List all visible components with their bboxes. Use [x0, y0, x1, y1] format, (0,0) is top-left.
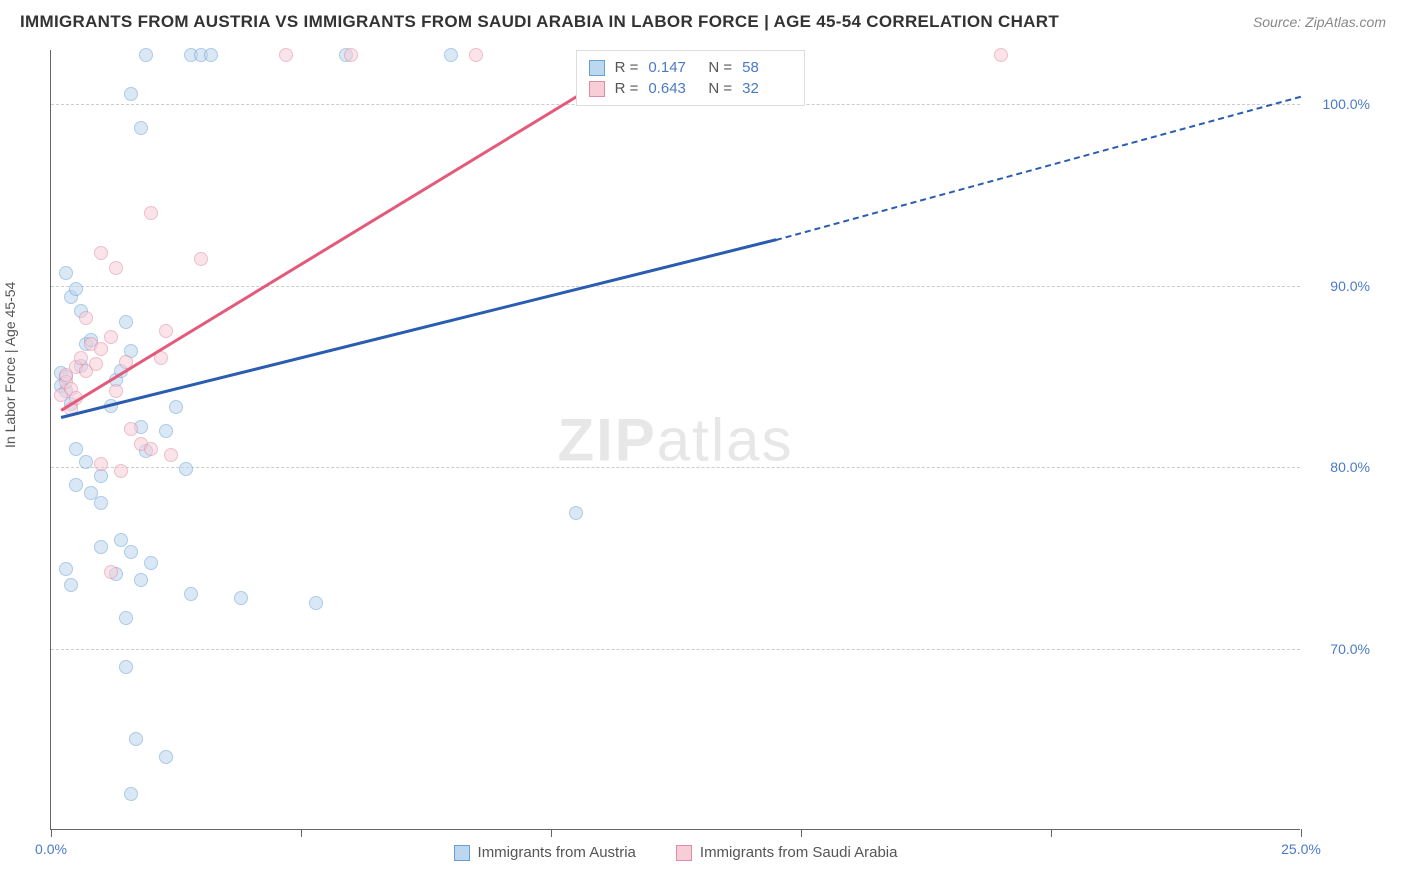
x-tick-mark	[51, 829, 52, 837]
scatter-point-austria	[124, 545, 138, 559]
scatter-point-austria	[134, 573, 148, 587]
bottom-legend: Immigrants from Austria Immigrants from S…	[454, 844, 898, 861]
chart-title: IMMIGRANTS FROM AUSTRIA VS IMMIGRANTS FR…	[20, 12, 1059, 32]
bottom-legend-item: Immigrants from Austria	[454, 844, 636, 861]
scatter-point-saudi	[994, 48, 1008, 62]
y-tick-label: 90.0%	[1330, 278, 1370, 294]
legend-row: R = 0.643 N = 32	[589, 78, 793, 99]
scatter-point-saudi	[344, 48, 358, 62]
scatter-point-saudi	[194, 252, 208, 266]
legend-swatch	[589, 81, 605, 97]
scatter-point-saudi	[94, 342, 108, 356]
scatter-point-austria	[59, 562, 73, 576]
legend-swatch	[589, 60, 605, 76]
scatter-point-austria	[169, 400, 183, 414]
x-tick-mark	[1051, 829, 1052, 837]
x-tick-mark	[551, 829, 552, 837]
x-tick-label: 0.0%	[35, 841, 67, 857]
legend-n-value: 58	[742, 59, 792, 76]
scatter-point-saudi	[94, 246, 108, 260]
scatter-point-austria	[94, 496, 108, 510]
scatter-point-saudi	[79, 311, 93, 325]
scatter-point-austria	[124, 787, 138, 801]
scatter-point-austria	[119, 660, 133, 674]
scatter-point-saudi	[159, 324, 173, 338]
legend-swatch	[454, 845, 470, 861]
x-tick-label: 25.0%	[1281, 841, 1321, 857]
scatter-point-saudi	[164, 448, 178, 462]
source-attribution: Source: ZipAtlas.com	[1253, 14, 1386, 30]
scatter-point-austria	[94, 540, 108, 554]
y-tick-label: 70.0%	[1330, 641, 1370, 657]
scatter-point-saudi	[144, 442, 158, 456]
scatter-point-saudi	[94, 457, 108, 471]
scatter-point-austria	[444, 48, 458, 62]
y-axis-label: In Labor Force | Age 45-54	[2, 282, 18, 448]
legend-n-label: N =	[708, 59, 732, 76]
scatter-point-austria	[114, 533, 128, 547]
scatter-point-austria	[64, 578, 78, 592]
legend-r-label: R =	[615, 80, 639, 97]
legend-n-label: N =	[708, 80, 732, 97]
scatter-point-austria	[69, 442, 83, 456]
legend-r-value: 0.643	[648, 80, 698, 97]
scatter-point-saudi	[114, 464, 128, 478]
scatter-point-saudi	[104, 565, 118, 579]
scatter-point-austria	[569, 506, 583, 520]
bottom-legend-item: Immigrants from Saudi Arabia	[676, 844, 898, 861]
scatter-point-saudi	[89, 357, 103, 371]
scatter-point-saudi	[109, 261, 123, 275]
scatter-point-austria	[134, 121, 148, 135]
scatter-point-austria	[139, 48, 153, 62]
header: IMMIGRANTS FROM AUSTRIA VS IMMIGRANTS FR…	[0, 0, 1406, 40]
scatter-point-saudi	[109, 384, 123, 398]
scatter-point-austria	[179, 462, 193, 476]
gridline	[51, 286, 1300, 287]
bottom-legend-label: Immigrants from Saudi Arabia	[700, 844, 898, 861]
scatter-point-saudi	[469, 48, 483, 62]
scatter-point-austria	[234, 591, 248, 605]
scatter-point-austria	[159, 750, 173, 764]
legend-r-value: 0.147	[648, 59, 698, 76]
scatter-point-austria	[79, 455, 93, 469]
scatter-point-austria	[69, 478, 83, 492]
scatter-point-saudi	[104, 330, 118, 344]
gridline	[51, 649, 1300, 650]
scatter-point-austria	[59, 266, 73, 280]
scatter-point-austria	[159, 424, 173, 438]
y-tick-label: 80.0%	[1330, 459, 1370, 475]
scatter-point-austria	[119, 315, 133, 329]
scatter-point-austria	[94, 469, 108, 483]
bottom-legend-label: Immigrants from Austria	[478, 844, 636, 861]
scatter-point-saudi	[124, 422, 138, 436]
x-tick-mark	[801, 829, 802, 837]
scatter-point-austria	[144, 556, 158, 570]
gridline	[51, 467, 1300, 468]
scatter-point-austria	[124, 87, 138, 101]
correlation-legend: R = 0.147 N = 58 R = 0.643 N = 32	[576, 50, 806, 106]
scatter-point-austria	[69, 282, 83, 296]
scatter-point-saudi	[279, 48, 293, 62]
scatter-point-austria	[204, 48, 218, 62]
scatter-point-austria	[309, 596, 323, 610]
y-tick-label: 100.0%	[1323, 96, 1370, 112]
scatter-point-austria	[129, 732, 143, 746]
scatter-point-saudi	[144, 206, 158, 220]
scatter-chart: ZIPatlas 70.0%80.0%90.0%100.0%0.0%25.0%R…	[50, 50, 1300, 830]
x-tick-mark	[301, 829, 302, 837]
scatter-point-austria	[184, 587, 198, 601]
watermark: ZIPatlas	[557, 405, 793, 474]
legend-row: R = 0.147 N = 58	[589, 57, 793, 78]
scatter-point-austria	[119, 611, 133, 625]
trendline-dash-austria	[776, 95, 1302, 240]
x-tick-mark	[1301, 829, 1302, 837]
legend-swatch	[676, 845, 692, 861]
legend-r-label: R =	[615, 59, 639, 76]
legend-n-value: 32	[742, 80, 792, 97]
